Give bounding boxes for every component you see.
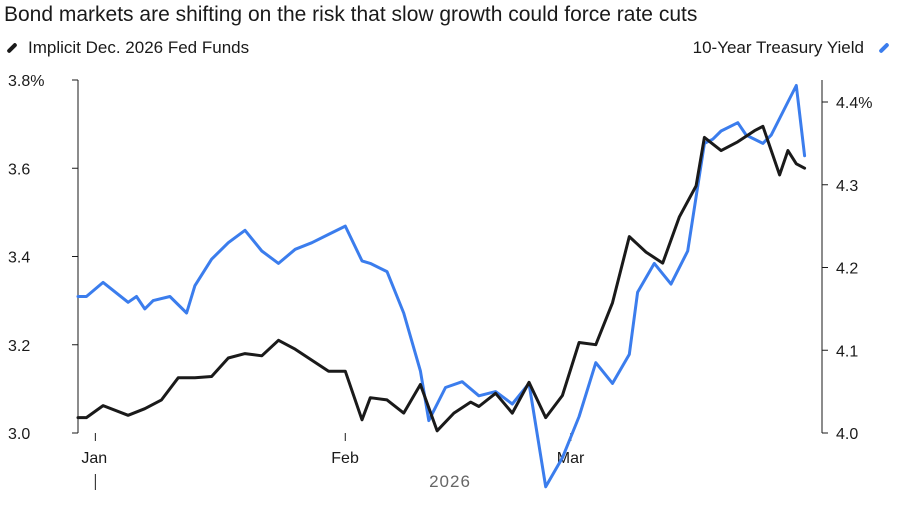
x-tick-label: Jan bbox=[81, 450, 107, 467]
chart-title: Bond markets are shifting on the risk th… bbox=[4, 3, 698, 26]
right-tick-label: 4.2 bbox=[836, 261, 858, 278]
legend-label-fed-funds: Implicit Dec. 2026 Fed Funds bbox=[28, 38, 250, 57]
left-tick-label: 3.4 bbox=[8, 250, 30, 267]
series-line-fed-funds bbox=[76, 124, 807, 433]
right-tick-label: 4.3 bbox=[836, 178, 858, 195]
left-tick-label: 3.6 bbox=[8, 161, 30, 178]
x-axis-label: 2026 bbox=[429, 472, 471, 491]
left-tick-label: 3.0 bbox=[8, 426, 30, 443]
left-tick-label: 3.8% bbox=[8, 73, 44, 90]
left-tick-label: 3.2 bbox=[8, 338, 30, 355]
legend-entry-fed-funds: Implicit Dec. 2026 Fed Funds bbox=[6, 38, 249, 58]
legend-entry-treasury: 10-Year Treasury Yield bbox=[693, 38, 890, 58]
right-tick-label: 4.0 bbox=[836, 426, 858, 443]
right-tick-label: 4.4% bbox=[836, 95, 872, 112]
right-tick-label: 4.1 bbox=[836, 343, 858, 360]
x-tick-label: Feb bbox=[331, 450, 359, 467]
legend-label-treasury: 10-Year Treasury Yield bbox=[692, 38, 864, 57]
